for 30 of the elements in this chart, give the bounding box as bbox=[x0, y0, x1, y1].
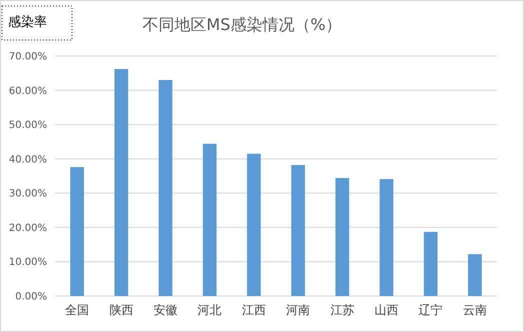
bar bbox=[468, 254, 482, 296]
x-tick-label: 江西 bbox=[242, 303, 266, 317]
x-tick-label: 陕西 bbox=[109, 303, 134, 317]
bar bbox=[291, 165, 305, 296]
bar bbox=[380, 179, 394, 296]
bar bbox=[158, 80, 172, 296]
x-tick-label: 河南 bbox=[286, 303, 310, 317]
bar bbox=[247, 154, 261, 296]
y-tick-label: 70.00% bbox=[8, 52, 47, 62]
y-tick-label: 20.00% bbox=[8, 222, 47, 234]
bar bbox=[114, 69, 128, 296]
bar bbox=[202, 144, 217, 296]
x-tick-label: 全国 bbox=[65, 303, 90, 317]
x-tick-label: 辽宁 bbox=[418, 303, 443, 317]
x-tick-label: 云南 bbox=[462, 303, 487, 317]
x-tick-label: 江苏 bbox=[330, 303, 354, 317]
y-tick-label: 0.00% bbox=[15, 292, 47, 302]
x-tick-label: 山西 bbox=[374, 303, 398, 317]
y-tick-label: 40.00% bbox=[8, 154, 47, 166]
y-tick-label: 10.00% bbox=[8, 257, 47, 268]
y-tick-label: 60.00% bbox=[8, 86, 47, 97]
y-tick-label: 30.00% bbox=[8, 188, 47, 200]
y-tick-label: 50.00% bbox=[8, 120, 47, 132]
bar bbox=[335, 178, 350, 296]
x-tick-label: 安徽 bbox=[154, 303, 178, 317]
bar bbox=[424, 232, 438, 296]
chart-title: 不同地区MS感染情况（%） bbox=[142, 15, 342, 34]
y-axis-title: 感染率 bbox=[8, 14, 47, 30]
x-tick-label: 河北 bbox=[198, 303, 222, 317]
bar bbox=[70, 167, 84, 296]
